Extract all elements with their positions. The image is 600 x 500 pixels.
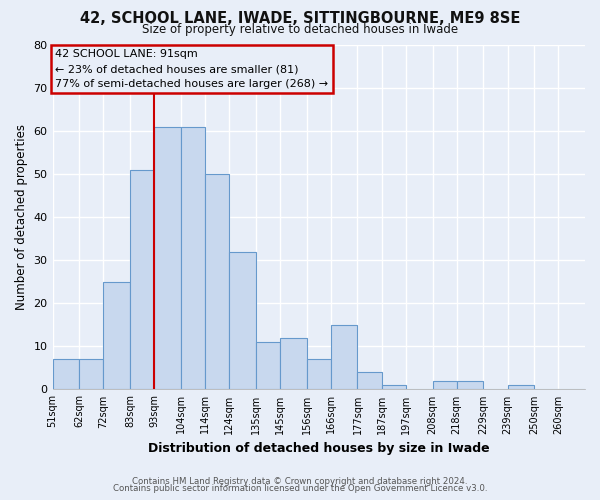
Bar: [181, 127, 205, 390]
Bar: [508, 385, 534, 390]
Bar: [154, 127, 181, 390]
Bar: [358, 372, 382, 390]
X-axis label: Distribution of detached houses by size in Iwade: Distribution of detached houses by size …: [148, 442, 490, 455]
Bar: [433, 381, 457, 390]
Bar: [103, 282, 130, 390]
Bar: [457, 381, 484, 390]
Bar: [53, 360, 79, 390]
Y-axis label: Number of detached properties: Number of detached properties: [15, 124, 28, 310]
Bar: [280, 338, 307, 390]
Text: 42, SCHOOL LANE, IWADE, SITTINGBOURNE, ME9 8SE: 42, SCHOOL LANE, IWADE, SITTINGBOURNE, M…: [80, 11, 520, 26]
Bar: [307, 360, 331, 390]
Text: Contains public sector information licensed under the Open Government Licence v3: Contains public sector information licen…: [113, 484, 487, 493]
Bar: [256, 342, 280, 390]
Bar: [205, 174, 229, 390]
Text: Size of property relative to detached houses in Iwade: Size of property relative to detached ho…: [142, 22, 458, 36]
Bar: [79, 360, 103, 390]
Text: 42 SCHOOL LANE: 91sqm
← 23% of detached houses are smaller (81)
77% of semi-deta: 42 SCHOOL LANE: 91sqm ← 23% of detached …: [55, 50, 328, 89]
Text: Contains HM Land Registry data © Crown copyright and database right 2024.: Contains HM Land Registry data © Crown c…: [132, 477, 468, 486]
Bar: [331, 325, 358, 390]
Bar: [130, 170, 154, 390]
Bar: [382, 385, 406, 390]
Bar: [229, 252, 256, 390]
